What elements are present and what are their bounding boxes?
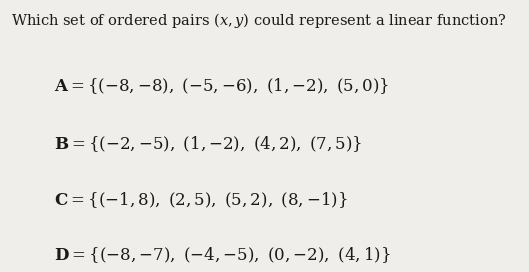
Text: Which set of ordered pairs $(x, y)$ could represent a linear function?: Which set of ordered pairs $(x, y)$ coul… — [11, 11, 507, 30]
Text: $\mathbf{D} = \{({-}8,{-}7),\ ({-}4,{-}5),\ (0,{-}2),\ (4,1)\}$: $\mathbf{D} = \{({-}8,{-}7),\ ({-}4,{-}5… — [54, 245, 391, 265]
Text: $\mathbf{A} = \{({-}8,{-}8),\ ({-}5,{-}6),\ (1,{-}2),\ (5,0)\}$: $\mathbf{A} = \{({-}8,{-}8),\ ({-}5,{-}6… — [54, 76, 390, 96]
Text: $\mathbf{B} = \{({-}2,{-}5),\ (1,{-}2),\ (4,2),\ (7,5)\}$: $\mathbf{B} = \{({-}2,{-}5),\ (1,{-}2),\… — [54, 134, 363, 154]
Text: $\mathbf{C} = \{({-}1,8),\ (2,5),\ (5,2),\ (8,{-}1)\}$: $\mathbf{C} = \{({-}1,8),\ (2,5),\ (5,2)… — [54, 190, 348, 210]
